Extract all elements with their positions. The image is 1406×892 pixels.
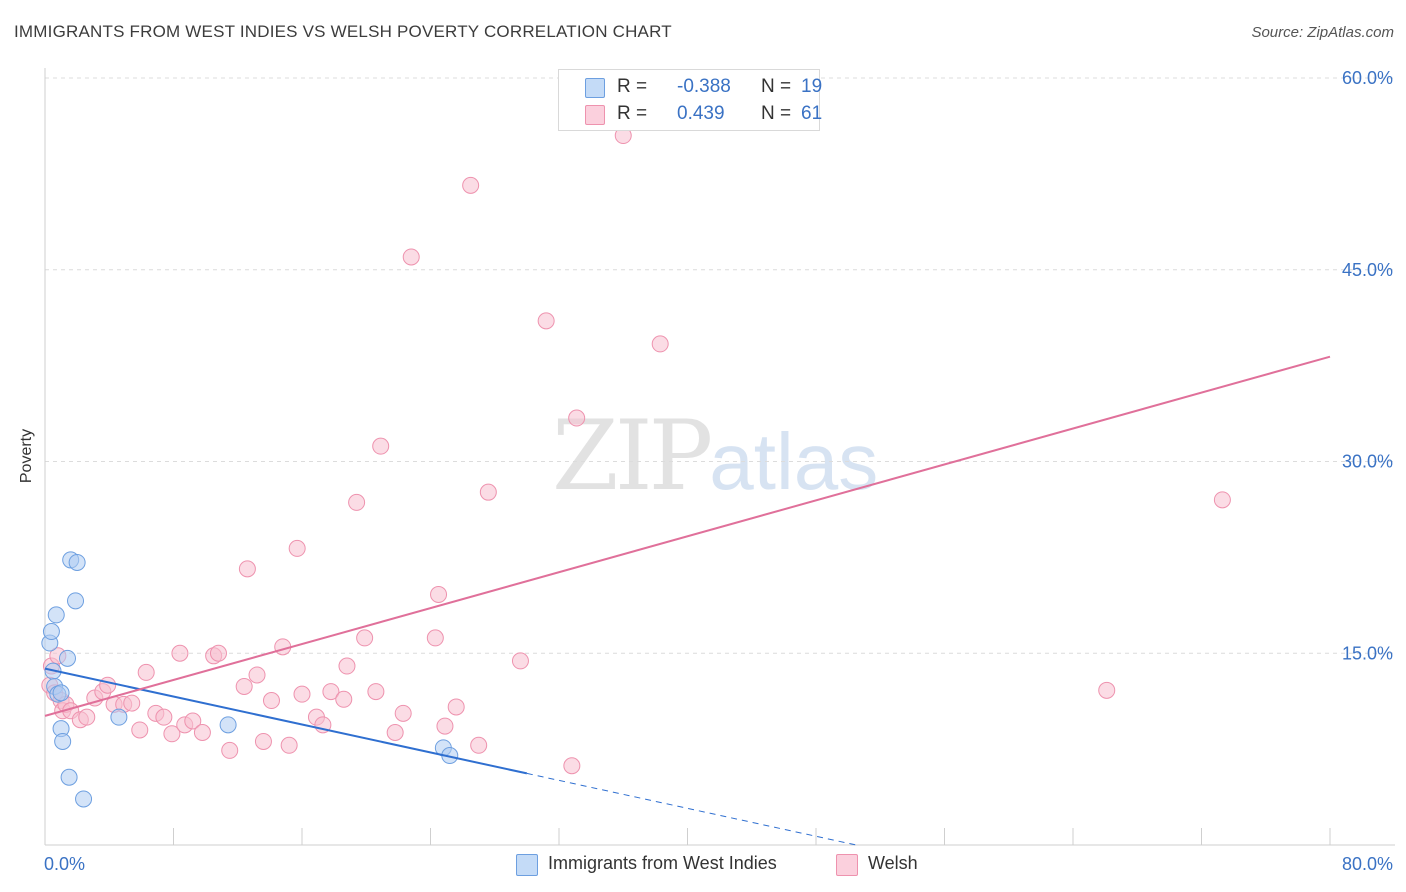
welsh-point <box>402 248 420 266</box>
legend-swatch-welsh <box>585 105 605 125</box>
legend-r-value: 0.439 <box>677 103 725 124</box>
y-tick-label: 15.0% <box>1342 643 1393 663</box>
west-indies-point <box>75 790 93 808</box>
welsh-point <box>238 560 256 578</box>
west-indies-point <box>219 716 237 734</box>
welsh-point <box>447 698 465 716</box>
welsh-point <box>288 539 306 557</box>
west-indies-trend-line <box>44 667 528 775</box>
welsh-point <box>394 704 412 722</box>
welsh-point <box>479 483 497 501</box>
welsh-point <box>248 666 266 684</box>
legend-n-value: 19 <box>801 76 823 97</box>
welsh-point <box>171 644 189 662</box>
correlation-legend: R = -0.388 N = 19 R = 0.439 N = 61 <box>558 69 823 131</box>
west-indies-point <box>68 553 86 571</box>
welsh-point <box>462 176 480 194</box>
welsh-point <box>335 690 353 708</box>
welsh-point <box>235 677 253 695</box>
legend-n-label: N = <box>761 76 792 97</box>
legend-swatch-west-indies <box>585 78 605 98</box>
welsh-point <box>184 712 202 730</box>
welsh-point <box>99 676 117 694</box>
welsh-point <box>163 725 181 743</box>
welsh-point <box>367 683 385 701</box>
west-indies-point <box>47 606 65 624</box>
welsh-point <box>209 644 227 662</box>
welsh-point <box>262 692 280 710</box>
welsh-point <box>1213 491 1231 509</box>
welsh-point <box>537 312 555 330</box>
welsh-point <box>348 493 366 511</box>
welsh-point <box>193 724 211 742</box>
welsh-point <box>78 708 96 726</box>
legend-n-value: 61 <box>801 103 823 124</box>
legend-r-label: R = <box>617 103 648 124</box>
bottom-legend-swatch-west-indies <box>516 854 538 876</box>
y-axis-label: Poverty <box>18 428 35 484</box>
welsh-point <box>511 652 529 670</box>
bottom-legend-label: Immigrants from West Indies <box>548 853 777 873</box>
x-tick-label: 80.0% <box>1342 854 1393 874</box>
legend-n-label: N = <box>761 103 792 124</box>
welsh-point <box>254 732 272 750</box>
x-tick-label: 0.0% <box>44 854 85 874</box>
west-indies-point <box>58 649 76 667</box>
source-label: Source: ZipAtlas.com <box>1251 24 1394 41</box>
bottom-legend-label: Welsh <box>868 853 918 873</box>
welsh-point <box>372 437 390 455</box>
west-indies-point <box>67 592 85 610</box>
welsh-point <box>221 741 239 759</box>
west-indies-trend-extension <box>526 772 857 846</box>
west-indies-point <box>54 732 72 750</box>
west-indies-point <box>110 708 128 726</box>
welsh-point <box>155 708 173 726</box>
y-tick-label: 45.0% <box>1342 260 1393 280</box>
welsh-point <box>1098 681 1116 699</box>
west-indies-point <box>60 768 78 786</box>
chart-title: IMMIGRANTS FROM WEST INDIES VS WELSH POV… <box>14 22 672 41</box>
welsh-point <box>322 683 340 701</box>
welsh-point <box>338 657 356 675</box>
welsh-point <box>563 757 581 775</box>
welsh-point <box>426 629 444 647</box>
welsh-point <box>436 717 454 735</box>
welsh-trend-line <box>44 355 1331 717</box>
welsh-point <box>293 685 311 703</box>
welsh-point <box>123 694 141 712</box>
welsh-point <box>137 663 155 681</box>
welsh-point <box>131 721 149 739</box>
welsh-point <box>356 629 374 647</box>
west-indies-point <box>52 684 70 702</box>
welsh-point <box>470 736 488 754</box>
welsh-point <box>280 736 298 754</box>
welsh-point <box>386 724 404 742</box>
west-indies-point <box>42 623 60 641</box>
y-tick-label: 60.0% <box>1342 68 1393 88</box>
welsh-point <box>651 335 669 353</box>
welsh-point <box>568 409 586 427</box>
y-tick-label: 30.0% <box>1342 452 1393 472</box>
legend-r-label: R = <box>617 76 648 97</box>
legend-r-value: -0.388 <box>677 76 731 97</box>
bottom-legend-swatch-welsh <box>836 854 858 876</box>
welsh-point <box>430 585 448 603</box>
